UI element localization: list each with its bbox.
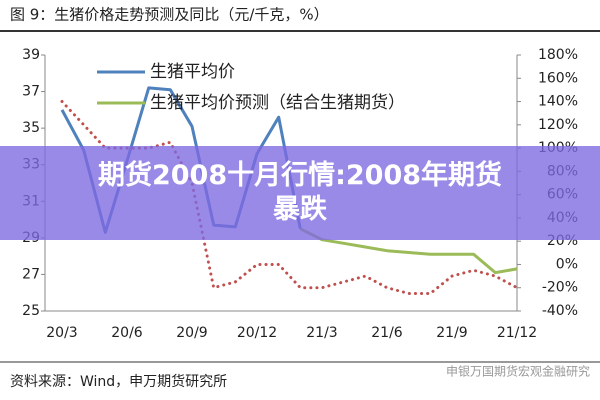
y2-tick-label: 120% <box>538 117 578 133</box>
legend-label: 生猪平均价 <box>150 62 235 82</box>
chart-title: 图 9：生猪价格走势预测及同比（元/千克，%） <box>10 6 329 24</box>
y-tick-label: 27 <box>22 266 40 282</box>
x-tick-label: 20/3 <box>46 325 77 341</box>
x-tick-label: 20/12 <box>237 325 277 341</box>
overlay-text: 暴跌 <box>273 194 327 225</box>
y-tick-label: 39 <box>22 47 40 63</box>
y2-tick-label: 140% <box>538 94 578 110</box>
x-tick-label: 21/12 <box>497 325 537 341</box>
x-tick-label: 21/6 <box>371 325 403 341</box>
series-line <box>299 227 518 275</box>
y-tick-label: 25 <box>22 303 40 319</box>
x-tick-label: 21/9 <box>436 325 467 341</box>
overlay-banner: 期货2008十月行情:2008年期货 暴跌 <box>0 146 600 240</box>
x-tick-label: 20/9 <box>176 325 207 341</box>
overlay-text: 期货2008十月行情:2008年期货 <box>97 160 503 191</box>
x-tick-label: 20/6 <box>111 325 143 341</box>
y2-tick-label: -20% <box>542 280 578 296</box>
y2-tick-label: -40% <box>542 303 578 319</box>
y-tick-label: 37 <box>22 84 40 100</box>
y2-tick-label: 0% <box>556 256 578 272</box>
legend-label: 生猪平均价预测（结合生猪期货） <box>150 93 405 113</box>
y2-tick-label: 180% <box>538 47 578 63</box>
watermark: 申银万国期货宏观金融研究 <box>446 364 590 379</box>
y2-tick-label: 160% <box>538 70 578 86</box>
x-tick-label: 21/3 <box>306 325 337 341</box>
y-tick-label: 35 <box>22 120 40 136</box>
source: 资料来源：Wind，申万期货研究所 <box>10 373 227 390</box>
